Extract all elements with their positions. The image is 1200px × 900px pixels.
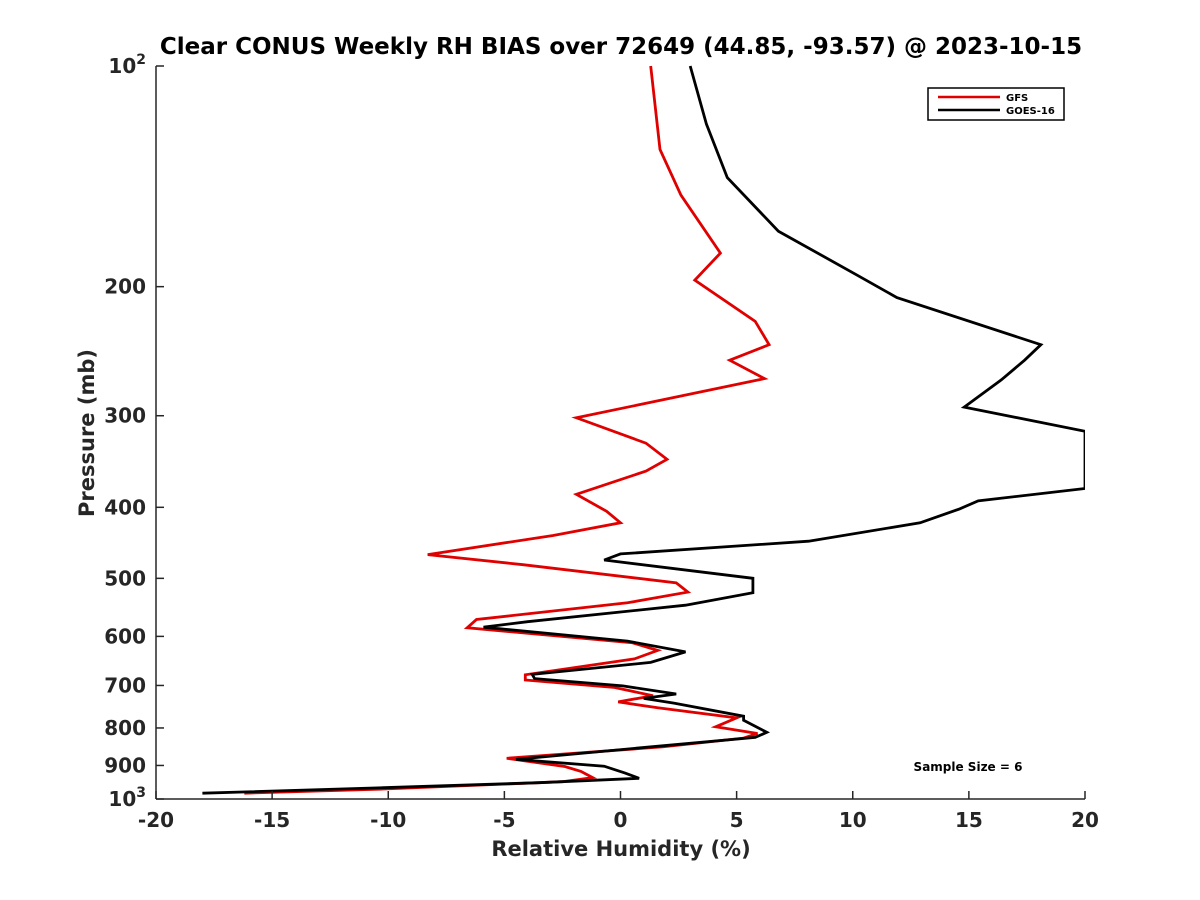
y-tick-label: 400 (104, 495, 146, 519)
x-tick-label: 5 (730, 808, 744, 832)
x-tick-label: -5 (493, 808, 515, 832)
chart-title: Clear CONUS Weekly RH BIAS over 72649 (4… (160, 34, 1082, 60)
y-tick-label: 900 (104, 753, 146, 777)
x-tick-label: 15 (955, 808, 983, 832)
y-tick-label: 500 (104, 566, 146, 590)
legend-label-gfs: GFS (1006, 93, 1028, 104)
x-tick-label: 10 (839, 808, 867, 832)
x-tick-label: 0 (614, 808, 628, 832)
series-line-goes16 (202, 65, 1085, 795)
x-tick-label: 20 (1071, 808, 1099, 832)
y-tick-label: 800 (104, 716, 146, 740)
y-tick-label: 200 (104, 275, 146, 299)
series-line-gfs (244, 65, 772, 795)
axes: -20 -15 -10 -5 0 5 10 15 20 200 300 400 500 600 700 800… (104, 52, 1099, 832)
sample-size-annotation: Sample Size = 6 (914, 760, 1023, 774)
y-tick-label: 700 (104, 673, 146, 697)
x-tick-label: -15 (254, 808, 290, 832)
x-tick-label: -20 (138, 808, 174, 832)
x-tick-label: -10 (370, 808, 406, 832)
legend: GFS GOES-16 (927, 87, 1065, 121)
y-tick-label: 600 (104, 624, 146, 648)
legend-box (927, 87, 1065, 121)
legend-label-goes16: GOES-16 (1006, 106, 1055, 117)
x-axis-label: Relative Humidity (%) (491, 837, 750, 861)
y-axis-label: Pressure (mb) (75, 349, 99, 517)
y-tick-label: 300 (104, 404, 146, 428)
series-layer (202, 65, 1085, 795)
y-tick-label-top: 102 (108, 52, 146, 78)
y-tick-label-bottom: 103 (108, 785, 146, 811)
